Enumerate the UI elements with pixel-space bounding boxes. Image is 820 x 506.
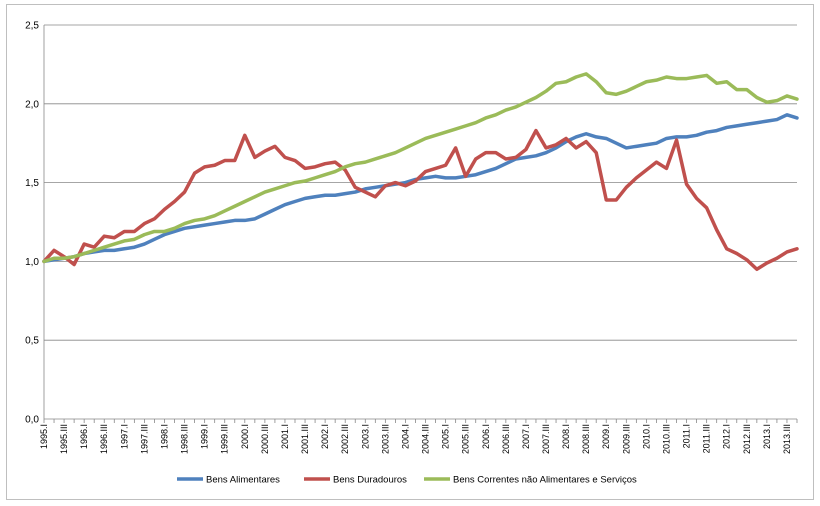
y-tick-label: 1,5 — [25, 178, 39, 189]
x-tick-label: 2013.I — [762, 424, 772, 449]
chart-frame: 0,0 0,5 1,0 1,5 2,0 2,5 1995.I 1995.III 1996.I 1… — [6, 4, 814, 500]
x-tick-label: 2006.I — [481, 424, 491, 449]
x-tick-label: 2008.III — [581, 424, 591, 454]
y-tick-label: 1,0 — [25, 257, 39, 268]
x-tick-label: 2010.III — [661, 424, 671, 454]
x-tick-label: 1999.I — [200, 424, 210, 449]
y-tick-label: 2,0 — [25, 99, 39, 110]
legend-label: Bens Duradouros — [333, 475, 407, 486]
x-tick-label: 2005.I — [441, 424, 451, 449]
series-line-2 — [42, 128, 799, 272]
gridlines — [44, 24, 797, 420]
line-chart: 0,00,51,01,52,02,5 1995.I 1995.III 1996.I 1… — [25, 21, 799, 486]
x-tick-label: 2001.III — [300, 424, 310, 454]
x-tick-label: 2007.III — [541, 424, 551, 454]
x-tick-label: 1997.I — [119, 424, 129, 449]
x-tick-label: 2002.III — [340, 424, 350, 454]
x-tick-label: 2003.III — [380, 424, 390, 454]
legend-item: Bens Alimentares — [177, 475, 280, 486]
x-tick-label: 2012.III — [742, 424, 752, 454]
x-tick-label: 2011.III — [702, 424, 712, 453]
x-tick-label: 2013.III — [782, 424, 792, 454]
series-line-1 — [42, 113, 799, 264]
x-tick-label: 2005.III — [461, 424, 471, 454]
legend-item: Bens Duradouros — [304, 475, 407, 486]
legend: Bens Alimentares Bens Duradouros Bens Corr… — [177, 475, 637, 486]
y-axis: 0,0 0,5 1,0 1,5 2,0 2,5 — [25, 21, 45, 426]
x-tick-label: 1996.III — [99, 424, 109, 454]
series-lines — [42, 72, 799, 272]
x-tick-label: 1998.III — [180, 424, 190, 454]
x-tick-label: 1995.III — [59, 424, 69, 454]
x-tick-label: 2001.I — [280, 424, 290, 449]
y-tick-label: 0,0 — [25, 415, 39, 426]
x-tick-label: 2004.I — [400, 424, 410, 449]
x-tick-label: 2000.I — [240, 424, 250, 449]
x-tick-label: 2006.III — [501, 424, 511, 454]
legend-label: Bens Alimentares — [206, 475, 280, 486]
x-tick-label: 2012.I — [722, 424, 732, 449]
x-tick-label: 2010.I — [641, 424, 651, 449]
x-tick-label: 2000.III — [260, 424, 270, 454]
legend-label: Bens Correntes não Alimentares e Serviço… — [453, 475, 637, 486]
x-tick-label: 1999.III — [220, 424, 230, 454]
x-tick-label: 1998.I — [159, 424, 169, 449]
x-tick-label: 2004.III — [421, 424, 431, 454]
legend-item: Bens Correntes não Alimentares e Serviço… — [424, 475, 637, 486]
x-tick-label: 1995.I — [39, 424, 49, 449]
series-line-3 — [42, 72, 799, 264]
x-tick-label: 2009.I — [601, 424, 611, 449]
x-tick-label: 1997.III — [139, 424, 149, 454]
x-axis: 1995.I 1995.III 1996.I 1996.III 1997.I 1997.I… — [39, 419, 798, 454]
x-tick-label: 2003.I — [360, 424, 370, 449]
y-tick-label: 2,5 — [25, 21, 39, 32]
x-tick-label: 2007.I — [521, 424, 531, 449]
x-tick-label: 2009.III — [621, 424, 631, 454]
x-tick-label: 2008.I — [561, 424, 571, 449]
y-tick-label: 0,5 — [25, 336, 39, 347]
x-tick-label: 2002.I — [320, 424, 330, 449]
x-tick-label: 2011.I — [682, 424, 692, 448]
x-tick-label: 1996.I — [79, 424, 89, 449]
